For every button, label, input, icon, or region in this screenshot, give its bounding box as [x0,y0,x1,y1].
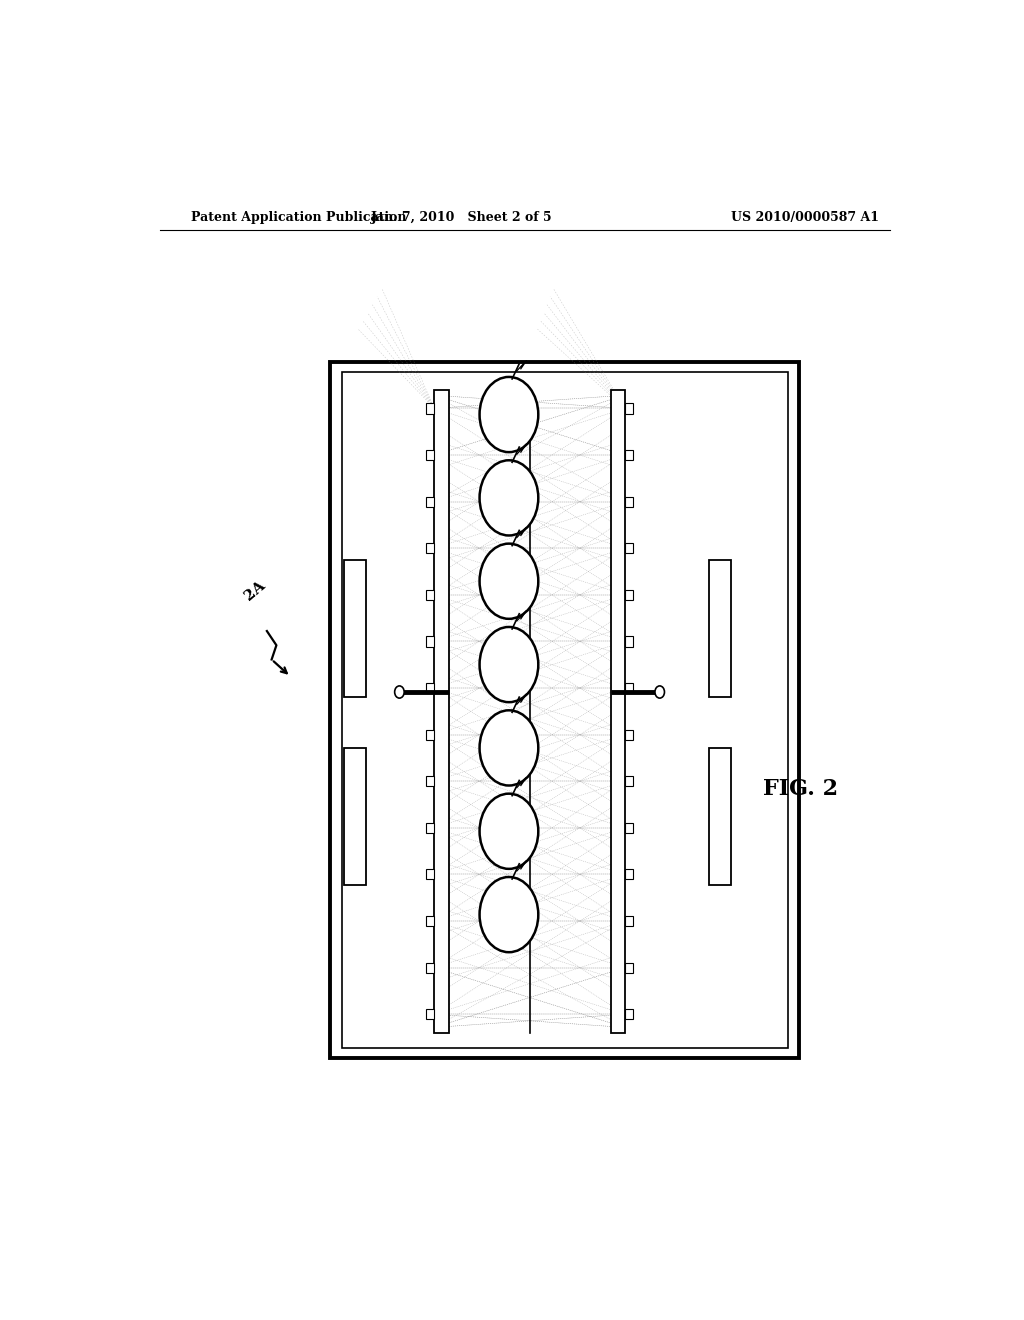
Circle shape [479,876,539,952]
Bar [426,682,434,693]
Circle shape [479,378,539,453]
Bar [426,590,434,599]
Bar [625,1008,633,1019]
Bar [426,404,434,413]
Bar [625,822,633,833]
Bar [426,962,434,973]
Circle shape [479,544,539,619]
Bar [625,870,633,879]
Bar [625,730,633,739]
Bar [426,1008,434,1019]
Bar [344,748,367,886]
Circle shape [479,710,539,785]
Bar [426,496,434,507]
Bar [426,870,434,879]
Bar [426,636,434,647]
Bar [625,590,633,599]
Bar [625,636,633,647]
Circle shape [479,627,539,702]
Bar [342,372,788,1048]
Bar [625,404,633,413]
Circle shape [479,793,539,869]
Bar [426,450,434,461]
Bar [426,543,434,553]
Bar [625,682,633,693]
Bar [625,962,633,973]
Bar [331,362,799,1057]
Bar [625,543,633,553]
Bar [709,560,731,697]
Bar [625,450,633,461]
Bar [434,391,449,1032]
Bar [426,822,434,833]
Bar [426,730,434,739]
Bar [426,776,434,787]
Text: Patent Application Publication: Patent Application Publication [191,211,407,224]
Bar [625,916,633,927]
Circle shape [655,686,665,698]
Text: FIG. 2: FIG. 2 [763,777,838,800]
Bar [709,748,731,886]
Bar [426,916,434,927]
Bar [344,560,367,697]
Circle shape [394,686,404,698]
Bar [625,496,633,507]
Circle shape [479,461,539,536]
Text: US 2010/0000587 A1: US 2010/0000587 A1 [731,211,880,224]
Text: Jan. 7, 2010   Sheet 2 of 5: Jan. 7, 2010 Sheet 2 of 5 [371,211,552,224]
Text: 2A: 2A [242,578,268,603]
Bar [610,391,625,1032]
Bar [625,776,633,787]
